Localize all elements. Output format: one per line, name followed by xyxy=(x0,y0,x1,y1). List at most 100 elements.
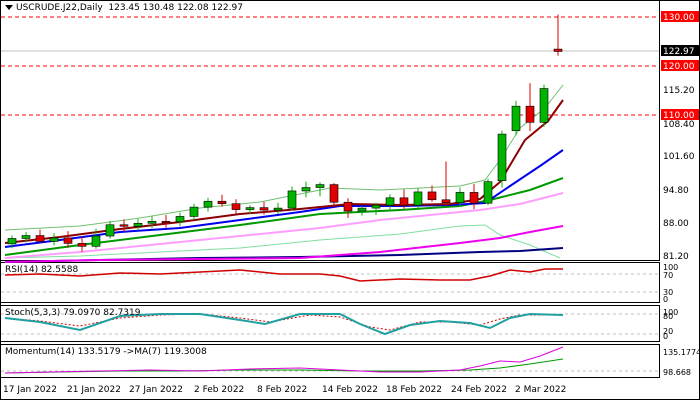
rsi-line xyxy=(4,268,563,282)
pink-ma-line xyxy=(4,192,564,259)
x-date-label: 14 Feb 2022 xyxy=(322,385,378,395)
panel-frames xyxy=(0,0,660,378)
candle-body xyxy=(133,222,143,227)
candle-body xyxy=(217,200,227,204)
stoch-panel: 100 80 20 0 xyxy=(1,308,678,341)
tick-94-80: 94.80 xyxy=(663,186,689,196)
stoch-tick-100: 100 xyxy=(663,308,678,317)
x-date-label: 24 Feb 2022 xyxy=(451,385,507,395)
green-ma-line xyxy=(4,177,564,256)
candle-body xyxy=(301,187,311,192)
stoch-tick-80: 80 xyxy=(663,312,673,321)
candle-body xyxy=(469,192,479,204)
stoch-panel-frame xyxy=(0,305,660,342)
tick-101-60: 101.60 xyxy=(663,152,695,162)
symbol-label: USCRUDE.J22,Daily xyxy=(16,3,103,13)
x-date-label: 2 Mar 2022 xyxy=(515,385,566,395)
candle-body xyxy=(539,88,549,123)
candle-body xyxy=(343,201,353,212)
momentum-panel: 135.1774 98.668 xyxy=(1,346,700,377)
candle-body xyxy=(441,199,451,204)
candle-body xyxy=(49,237,59,242)
x-date-label: 18 Feb 2022 xyxy=(386,385,442,395)
candle-body xyxy=(161,221,171,224)
candle-body xyxy=(7,238,17,245)
candle-body xyxy=(259,207,269,211)
candle-body xyxy=(497,133,507,181)
candle-body xyxy=(371,204,381,209)
rsi-panel: 100 70 30 0 xyxy=(1,263,678,304)
level-label-120: 120.00 xyxy=(663,62,695,72)
candle-body xyxy=(231,203,241,210)
candle-body xyxy=(91,235,101,247)
last-price-label: 122.97 xyxy=(663,47,695,57)
candle-body xyxy=(385,197,395,206)
stoch-tick-0: 0 xyxy=(663,332,668,341)
candle-body xyxy=(525,105,535,123)
x-date-label: 2 Feb 2022 xyxy=(194,385,244,395)
x-date-label: 27 Jan 2022 xyxy=(129,385,183,395)
tick-88-00: 88.00 xyxy=(663,219,689,229)
candle-body xyxy=(553,48,563,52)
momentum-panel-frame xyxy=(0,344,660,378)
momentum-tick-low: 98.668 xyxy=(663,368,691,377)
candle-body xyxy=(175,216,185,223)
candle-body xyxy=(427,191,437,201)
tick-81-20: 81.20 xyxy=(663,252,689,262)
x-date-label: 21 Jan 2022 xyxy=(67,385,121,395)
candle-body xyxy=(455,192,465,204)
candle-body xyxy=(77,243,87,247)
candle-body xyxy=(189,206,199,217)
momentum-line xyxy=(4,346,564,374)
level-label-130: 130.00 xyxy=(663,13,695,23)
candle-body xyxy=(413,191,423,206)
rsi-tick-30: 30 xyxy=(663,288,673,297)
last-price-tag xyxy=(661,45,699,56)
x-date-label: 17 Jan 2022 xyxy=(3,385,57,395)
upper-band-line xyxy=(4,84,564,231)
rsi-panel-frame xyxy=(0,262,660,303)
candle-body xyxy=(399,197,409,206)
momentum-tick-high: 135.1774 xyxy=(663,348,700,357)
candle-body xyxy=(119,224,129,227)
candle-body xyxy=(63,237,73,244)
candle-body xyxy=(105,224,115,237)
candle-body xyxy=(287,190,297,209)
candle-body xyxy=(245,207,255,210)
candle-body xyxy=(329,184,339,203)
candle-body xyxy=(357,207,367,212)
candle-body xyxy=(483,181,493,204)
level-tag-120 xyxy=(661,60,699,71)
rsi-label: RSI(14) 82.5588 xyxy=(5,265,79,275)
momentum-label: Momentum(14) 133.5179 ->MA(7) 119.3008 xyxy=(5,347,207,357)
lower-band-line xyxy=(4,224,561,259)
level-tag-110 xyxy=(661,109,699,120)
tick-108-40: 108.40 xyxy=(663,120,695,130)
candle-body xyxy=(147,221,157,224)
dark-red-ma-line xyxy=(4,99,564,244)
rsi-tick-100: 100 xyxy=(663,263,678,272)
rsi-tick-70: 70 xyxy=(663,271,673,280)
indicator-lines xyxy=(4,84,564,263)
ohlc-values: 123.45 130.48 122.08 122.97 xyxy=(108,3,243,13)
price-axis: 130.00 122.97 120.00 115.20 110.00 108.4… xyxy=(661,11,699,262)
level-tag-130 xyxy=(661,11,699,22)
candles xyxy=(7,14,563,252)
x-axis: 17 Jan 2022 21 Jan 2022 27 Jan 2022 2 Fe… xyxy=(3,385,566,395)
stoch-main-line xyxy=(4,312,564,336)
candle-body xyxy=(315,184,325,188)
stoch-label: Stoch(5,3,3) 79.0970 82.7319 xyxy=(5,308,141,318)
candle-body xyxy=(35,235,45,242)
tick-115-20: 115.20 xyxy=(663,86,695,96)
price-levels xyxy=(1,16,659,116)
collapse-triangle-icon xyxy=(5,5,13,10)
candle-body xyxy=(21,235,31,239)
price-panel-frame xyxy=(0,0,660,261)
level-label-110: 110.00 xyxy=(663,111,695,121)
chart-header: USCRUDE.J22,Daily 123.45 130.48 122.08 1… xyxy=(5,3,243,13)
candle-body xyxy=(203,200,213,208)
candle-body xyxy=(273,207,283,211)
magenta-ma-line xyxy=(4,225,564,263)
